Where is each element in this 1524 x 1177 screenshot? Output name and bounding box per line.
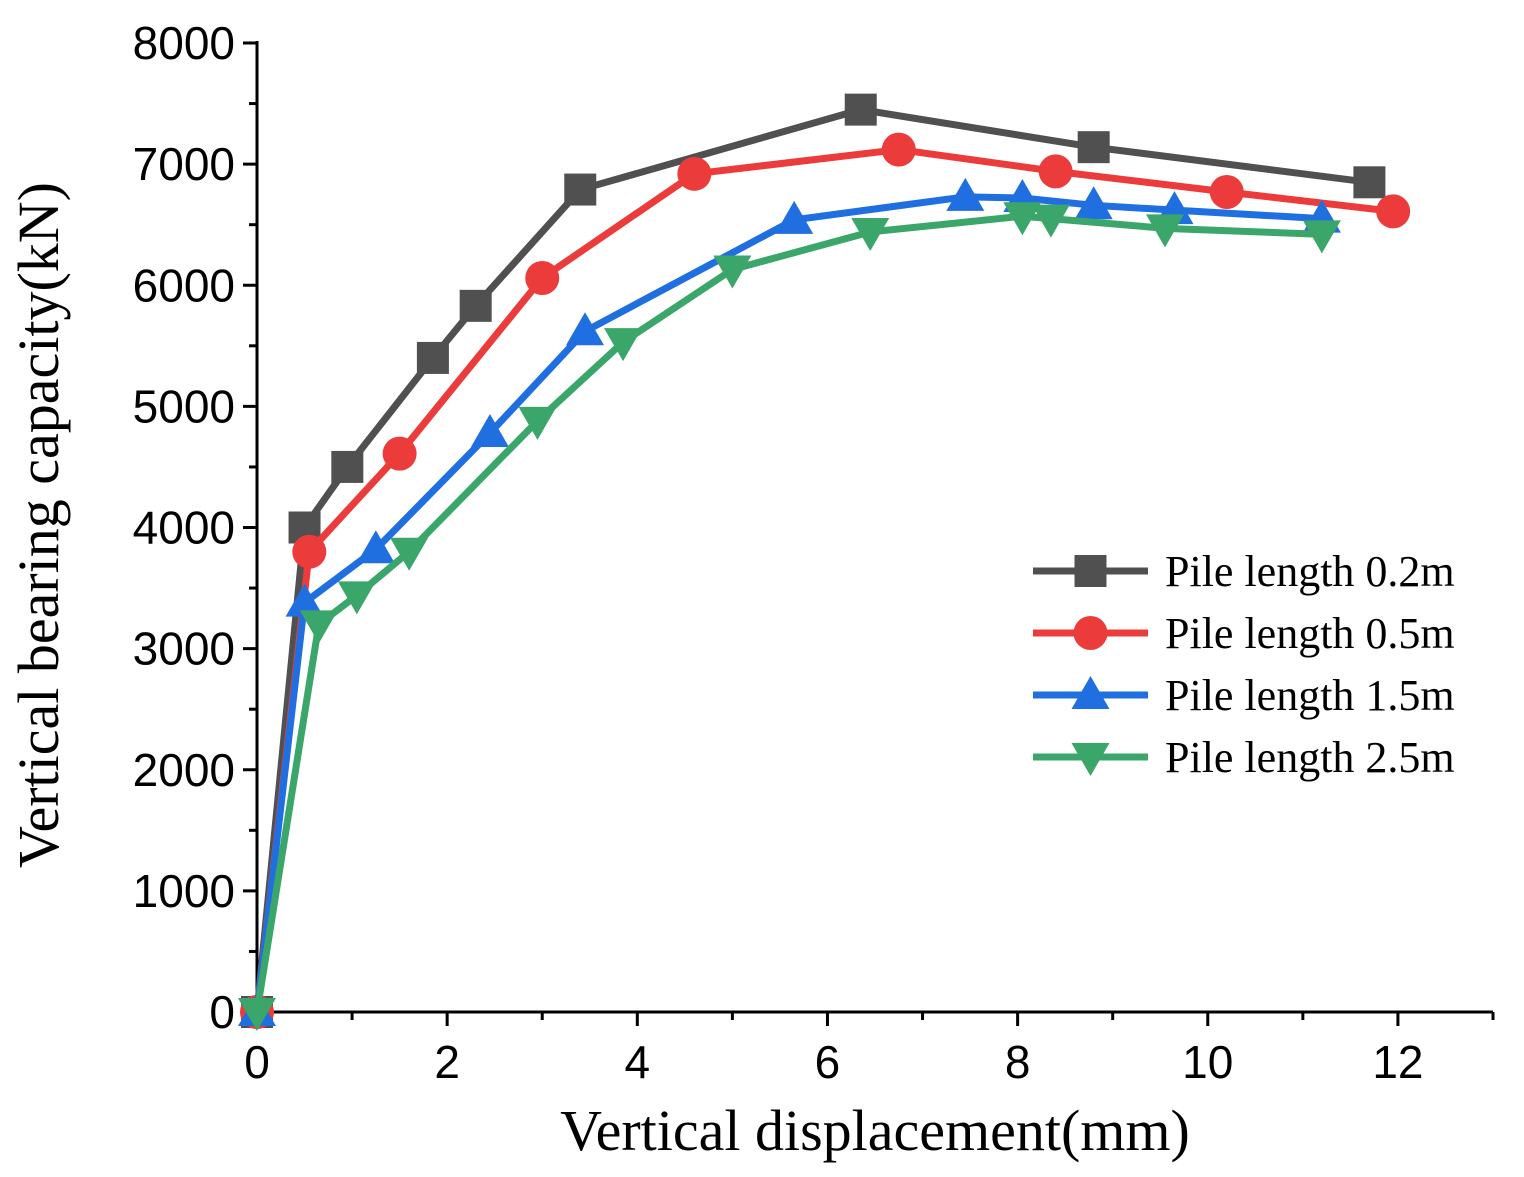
x-axis-ticks: 0 2 4 6 8 10 12 [244,1012,1495,1088]
x-tick-label: 8 [1005,1036,1031,1088]
data-point [1031,204,1070,238]
data-point [851,217,890,251]
data-point [713,255,752,289]
data-point [881,132,916,167]
y-tick-label: 8000 [133,17,235,69]
x-tick-label: 0 [244,1036,270,1088]
y-tick-label: 2000 [133,744,235,796]
series-line [253,212,1326,1016]
data-point [1003,202,1042,236]
legend-label: Pile length 1.5m [1165,671,1455,720]
data-point [299,610,338,644]
y-axis-ticks: 0 1000 2000 3000 4000 5000 6000 7000 8000 [133,17,257,1038]
data-point [1077,131,1110,164]
data-point [238,998,276,1031]
data-point [518,406,557,440]
series-3 [238,177,1341,1026]
y-tick-label: 5000 [133,380,235,432]
x-tick-label: 4 [625,1036,651,1088]
data-point [1376,194,1411,229]
data-point [470,414,509,448]
y-tick-label: 7000 [133,138,235,190]
data-point [1038,154,1073,189]
data-point [1074,186,1113,220]
data-point [285,583,324,617]
x-tick-label: 12 [1372,1036,1423,1088]
series-4 [238,202,1341,1031]
legend: Pile length 0.2m Pile length 0.5m Pile len… [1033,547,1455,782]
legend-item: Pile length 1.5m [1033,671,1455,720]
y-tick-label: 4000 [133,502,235,554]
data-point [356,530,395,564]
x-tick-label: 2 [434,1036,460,1088]
data-point [416,341,449,374]
legend-label: Pile length 2.5m [1165,733,1455,782]
data-point [1209,174,1244,209]
y-tick-label: 6000 [133,259,235,311]
data-point [337,581,376,615]
data-point [946,177,985,211]
y-tick-label: 3000 [133,623,235,675]
legend-label: Pile length 0.2m [1165,547,1455,596]
series-layer [238,93,1411,1031]
data-point [1353,166,1386,199]
x-tick-label: 6 [815,1036,841,1088]
data-point [390,537,429,571]
data-point [844,93,877,126]
data-point [1145,214,1184,248]
y-tick-label: 1000 [133,865,235,917]
series-line [253,193,1326,1016]
legend-swatch-marker [1071,743,1110,776]
y-tick-label: 0 [209,986,235,1038]
y-axis-title: Vertical bearing capacity(kN) [6,182,71,868]
legend-label: Pile length 0.5m [1165,609,1455,658]
series-2 [240,132,1411,1029]
x-axis-title: Vertical displacement(mm) [560,1098,1190,1163]
axes [255,41,1493,1014]
legend-item: Pile length 0.2m [1033,547,1455,596]
legend-item: Pile length 0.5m [1033,609,1455,658]
legend-swatch-marker [1073,616,1108,650]
data-point [1302,220,1341,254]
x-tick-label: 10 [1182,1036,1233,1088]
legend-swatch-marker [1071,676,1110,709]
data-point [775,200,814,234]
data-point [459,289,492,322]
data-point [292,534,327,569]
data-point [382,436,417,471]
data-point [331,450,364,483]
legend-item: Pile length 2.5m [1033,733,1455,782]
data-point [677,156,712,191]
data-point [566,312,605,346]
data-point [525,260,560,295]
data-point [564,173,597,206]
data-point [604,328,643,362]
legend-swatch-marker [1074,555,1107,587]
